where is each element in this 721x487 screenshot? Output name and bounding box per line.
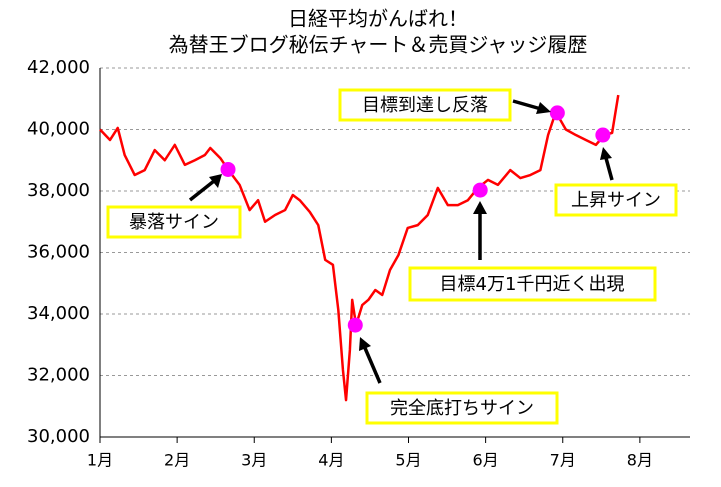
annotation: 完全底打ちサイン	[390, 398, 534, 419]
x-tick-label: 7月	[550, 451, 576, 470]
marker	[472, 182, 488, 198]
x-tick-label: 2月	[164, 451, 190, 470]
y-tick-label: 30,000	[27, 426, 90, 447]
annotation-box	[554, 183, 678, 217]
x-tick-label: 4月	[318, 451, 344, 470]
x-tick-label: 3月	[241, 451, 267, 470]
line	[99, 94, 620, 402]
annotation-box	[106, 205, 242, 239]
arrowhead	[600, 147, 612, 160]
x-tick-label: 8月	[627, 451, 653, 470]
annotation: 目標4万1千円近く出現	[440, 274, 625, 295]
arrow	[604, 157, 614, 181]
chart-title: 日経平均がんばれ！	[288, 7, 468, 31]
annotation-box	[408, 266, 657, 302]
y-tick-label: 32,000	[27, 365, 90, 386]
x-tick-label: 1月	[87, 451, 113, 470]
arrow	[363, 347, 382, 384]
marker	[220, 161, 236, 177]
arrowhead	[473, 201, 487, 214]
annotation-box	[338, 88, 512, 122]
y-tick-label: 42,000	[27, 57, 90, 78]
y-tick-label: 36,000	[27, 242, 90, 263]
annotation: 暴落サイン	[129, 212, 219, 233]
annotation: 目標到達し反落	[362, 95, 488, 116]
y-tick-label: 38,000	[27, 180, 90, 201]
marker	[549, 105, 565, 121]
arrowhead	[359, 337, 371, 351]
arrow	[188, 179, 216, 202]
arrowhead	[209, 174, 222, 188]
annotation: 上昇サイン	[571, 190, 661, 211]
chart-subtitle: 為替王ブログ秘伝チャート＆売買ジャッジ履歴	[169, 33, 588, 57]
y-tick-label: 40,000	[27, 119, 90, 140]
annotations: 目標到達し反落 暴落サイン 上昇サイン 目標4万1千円近く出現 完全底打ちサイン	[106, 88, 678, 425]
marker	[347, 317, 363, 333]
x-tick-label: 5月	[395, 451, 421, 470]
annotation-box	[365, 391, 559, 425]
marker	[595, 127, 611, 143]
arrow	[512, 99, 542, 111]
x-tick-label: 6月	[473, 451, 499, 470]
arrowhead	[536, 102, 551, 114]
plot-area: 30,000 32,000 34,000 36,000 38,000 40,000 42,0…	[27, 57, 690, 470]
y-tick-label: 34,000	[27, 303, 90, 324]
